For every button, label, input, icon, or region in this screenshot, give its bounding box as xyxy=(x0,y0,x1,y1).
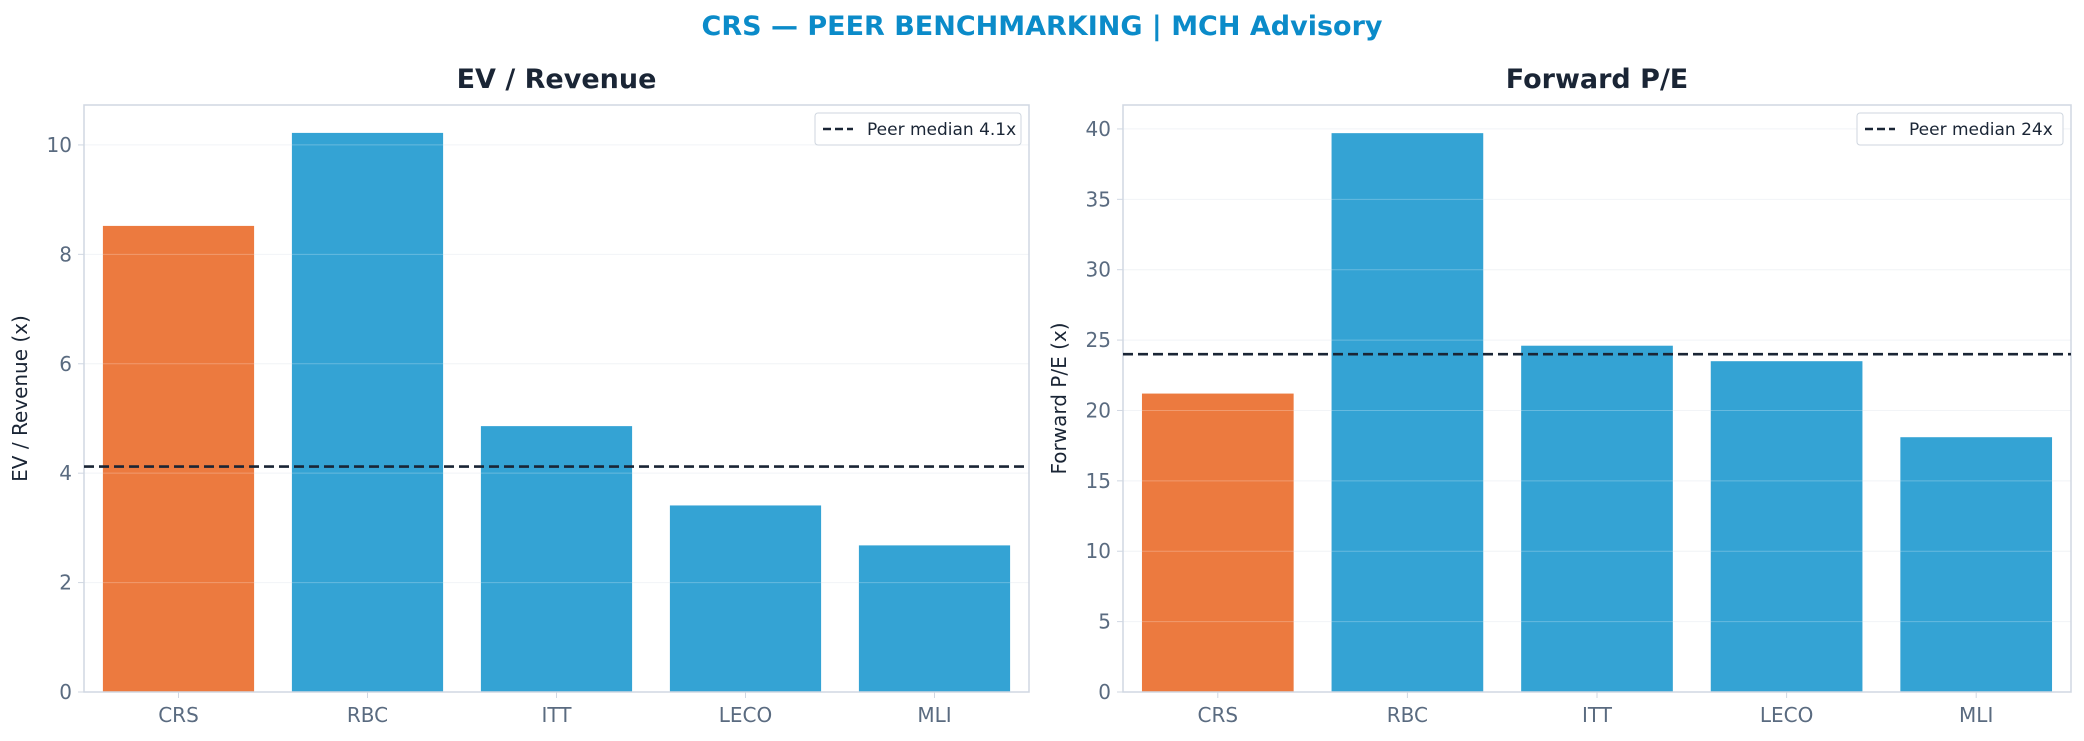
y-tick-label: 25 xyxy=(1086,328,1111,352)
legend-box xyxy=(814,112,1022,146)
legend-box xyxy=(1856,112,2064,146)
figure-title: CRS — PEER BENCHMARKING | MCH Advisory xyxy=(702,11,1383,42)
y-tick-label: 5 xyxy=(1098,610,1111,634)
x-tick-label: MLI xyxy=(917,703,951,727)
y-axis-label: Forward P/E (x) xyxy=(1047,322,1071,474)
x-tick-label: RBC xyxy=(1387,703,1428,727)
bar-mli xyxy=(1900,437,2053,692)
x-tick-label: ITT xyxy=(1582,703,1613,727)
y-axis-label: EV / Revenue (x) xyxy=(8,315,32,482)
bar-itt xyxy=(480,426,633,692)
y-tick-label: 4 xyxy=(59,461,72,485)
plot-frame xyxy=(1122,104,2072,693)
bar-leco xyxy=(669,505,822,692)
x-tick-label: CRS xyxy=(1198,703,1239,727)
bar-leco xyxy=(1710,361,1863,692)
x-tick-label: LECO xyxy=(1760,703,1814,727)
x-tick-label: RBC xyxy=(347,703,388,727)
x-tick-label: MLI xyxy=(1959,703,1993,727)
chart-title: Forward P/E xyxy=(1506,64,1689,95)
y-tick-label: 8 xyxy=(59,242,72,266)
forward-pe-chart: Forward P/E CRS RBC ITT LECO MLI 0 5 10 15 20 25 30 3… xyxy=(1047,64,2072,727)
legend: Peer median 24x xyxy=(1856,112,2064,146)
legend: Peer median 4.1x xyxy=(814,112,1022,146)
y-tick-label: 40 xyxy=(1086,117,1111,141)
x-tick-label: LECO xyxy=(719,703,773,727)
y-tick-label: 10 xyxy=(47,133,72,157)
x-tick-label: CRS xyxy=(158,703,199,727)
x-tick-label: ITT xyxy=(542,703,573,727)
y-tick-label: 0 xyxy=(59,680,72,704)
plot-frame xyxy=(83,104,1030,693)
bar-rbc xyxy=(1331,133,1484,693)
y-tick-label: 6 xyxy=(59,352,72,376)
y-tick-label: 10 xyxy=(1086,539,1111,563)
ev-revenue-chart: EV / Revenue CRS RBC ITT LECO MLI 0 2 4 6 8 10 EV / … xyxy=(8,64,1030,727)
legend-label: Peer median 4.1x xyxy=(867,120,1016,140)
y-tick-label: 20 xyxy=(1086,398,1111,422)
legend-label: Peer median 24x xyxy=(1909,120,2053,140)
bar-crs xyxy=(102,225,255,692)
bar-mli xyxy=(858,545,1011,692)
bar-itt xyxy=(1521,345,1673,692)
y-tick-label: 30 xyxy=(1086,258,1111,282)
bar-crs xyxy=(1141,393,1294,692)
y-tick-label: 2 xyxy=(59,571,72,595)
y-tick-label: 35 xyxy=(1086,187,1111,211)
y-tick-label: 0 xyxy=(1098,680,1111,704)
bar-rbc xyxy=(291,132,444,693)
chart-title: EV / Revenue xyxy=(457,64,657,95)
y-tick-label: 15 xyxy=(1086,469,1111,493)
